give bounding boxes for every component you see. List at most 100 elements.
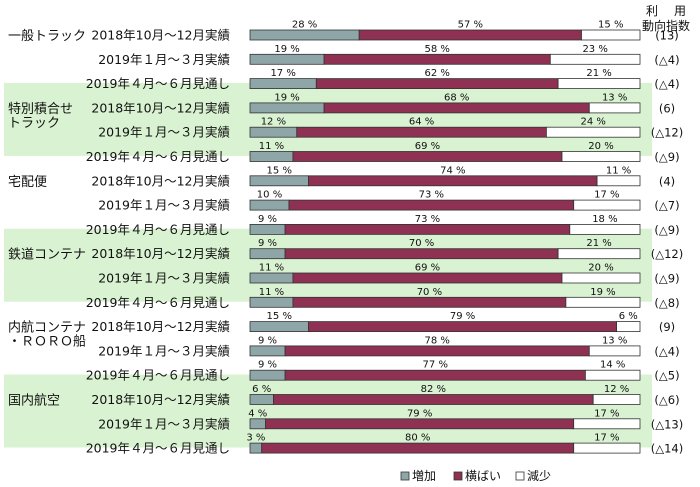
- data-label-increase: 10 %: [257, 190, 282, 201]
- data-label-increase: 19 %: [274, 92, 299, 103]
- data-label-increase: 11 %: [259, 287, 284, 298]
- category-label: 特別積合せ: [8, 102, 73, 117]
- bar-segment-flat: [323, 53, 551, 65]
- period-label: 2018年10月～12月実績: [91, 173, 230, 188]
- bar-segment-flat: [292, 151, 563, 162]
- category-label: 一般トラック: [8, 28, 86, 44]
- data-label-increase: 19 %: [274, 44, 299, 55]
- data-label-decrease: 20 %: [588, 141, 613, 152]
- bar-segment-increase: [249, 78, 317, 89]
- data-label-increase: 15 %: [267, 311, 292, 322]
- index-value: (△14): [651, 442, 683, 456]
- data-label-increase: 11 %: [259, 141, 284, 152]
- header-index-label: 動向指数: [642, 18, 690, 33]
- bar-segment-increase: [249, 53, 325, 65]
- data-label-decrease: 13 %: [602, 335, 627, 346]
- index-value: (13): [655, 29, 679, 43]
- data-label-flat: 73 %: [415, 214, 440, 225]
- index-value: (△7): [654, 199, 679, 213]
- data-label-flat: 62 %: [424, 68, 449, 79]
- bar-segment-decrease: [588, 345, 641, 357]
- bar-segment-increase: [249, 369, 286, 381]
- data-label-increase: 9 %: [258, 238, 277, 249]
- index-value: (△4): [654, 344, 679, 358]
- period-label: 2019年４月～６月見通し: [86, 76, 230, 91]
- bar-segment-decrease: [592, 394, 641, 405]
- bar-segment-decrease: [573, 442, 641, 454]
- index-value: (△9): [654, 272, 679, 286]
- period-label: 2019年４月～６月見通し: [86, 368, 230, 383]
- data-label-decrease: 11 %: [606, 165, 631, 176]
- data-label-flat: 78 %: [424, 335, 449, 346]
- index-value: (△4): [654, 53, 679, 67]
- period-label: 2019年１月～３月実績: [98, 52, 230, 67]
- chart-legend: 増加 横ばい 減少: [400, 468, 551, 483]
- chart-rows: 2018年10月～12月実績 28 % 57 % 15 % (13) 2019年１月～３月…: [86, 20, 684, 456]
- data-label-flat: 70 %: [417, 287, 442, 298]
- data-label-flat: 58 %: [424, 44, 449, 55]
- period-label: 2018年10月～12月実績: [91, 246, 230, 261]
- bar-segment-increase: [249, 199, 290, 211]
- bar-segment-flat: [272, 394, 594, 405]
- bar-segment-flat: [292, 272, 563, 284]
- period-label: 2019年１月～３月実績: [98, 343, 230, 358]
- bar-segment-decrease: [549, 53, 641, 65]
- group-shade: [4, 374, 652, 448]
- group-shade: [4, 82, 652, 156]
- data-label-increase: 6 %: [252, 384, 271, 395]
- index-value: (△9): [654, 150, 679, 164]
- data-label-increase: 9 %: [258, 360, 277, 371]
- bar-segment-increase: [249, 418, 267, 430]
- bar-segment-decrease: [557, 78, 641, 89]
- index-value: (△9): [654, 223, 679, 237]
- header-char-you: 用: [674, 4, 686, 18]
- bar-segment-increase: [249, 345, 286, 357]
- data-label-increase: 4 %: [248, 408, 267, 419]
- bar-segment-decrease: [588, 102, 641, 114]
- bar-segment-decrease: [585, 369, 641, 381]
- bar-segment-flat: [261, 442, 575, 454]
- data-label-decrease: 20 %: [588, 263, 613, 274]
- index-value: (△6): [654, 393, 679, 407]
- bar-segment-flat: [358, 29, 582, 41]
- legend-label-increase: 増加: [412, 469, 436, 483]
- period-label: 2018年10月～12月実績: [91, 100, 230, 115]
- bar-segment-decrease: [596, 175, 641, 187]
- data-label-flat: 80 %: [405, 433, 430, 444]
- period-label: 2018年10月～12月実績: [91, 319, 230, 334]
- category-label: トラック: [8, 116, 60, 131]
- data-label-decrease: 18 %: [592, 214, 617, 225]
- data-label-flat: 64 %: [409, 117, 434, 128]
- bar-segment-decrease: [581, 29, 641, 41]
- bar-segment-increase: [249, 223, 286, 235]
- legend-label-flat: 横ばい: [465, 469, 501, 483]
- index-value: (6): [659, 101, 675, 115]
- period-label: 2019年４月～６月見通し: [86, 295, 230, 310]
- bar-segment-increase: [249, 175, 309, 187]
- data-label-decrease: 23 %: [582, 44, 607, 55]
- bar-segment-decrease: [569, 223, 641, 235]
- data-label-flat: 68 %: [444, 92, 469, 103]
- period-label: 2019年４月～６月見通し: [86, 222, 230, 237]
- bar-segment-decrease: [546, 126, 641, 138]
- bar-segment-increase: [249, 151, 294, 162]
- bar-segment-flat: [284, 248, 559, 260]
- data-label-flat: 70 %: [409, 238, 434, 249]
- bar-segment-increase: [249, 321, 309, 333]
- category-label: 内航コンテナ: [8, 320, 86, 336]
- bar-segment-flat: [315, 78, 559, 89]
- bar-segment-flat: [308, 175, 598, 187]
- bar-segment-flat: [292, 296, 567, 308]
- data-label-decrease: 21 %: [586, 68, 611, 79]
- index-value: (△4): [654, 77, 679, 91]
- bar-segment-increase: [249, 272, 294, 284]
- period-label: 2018年10月～12月実績: [91, 392, 230, 407]
- bar-segment-decrease: [565, 296, 641, 308]
- data-label-decrease: 17 %: [594, 190, 619, 201]
- data-label-increase: 9 %: [258, 214, 277, 225]
- data-label-decrease: 12 %: [604, 384, 629, 395]
- legend-swatch-flat: [453, 471, 463, 481]
- period-label: 2019年１月～３月実績: [98, 416, 230, 431]
